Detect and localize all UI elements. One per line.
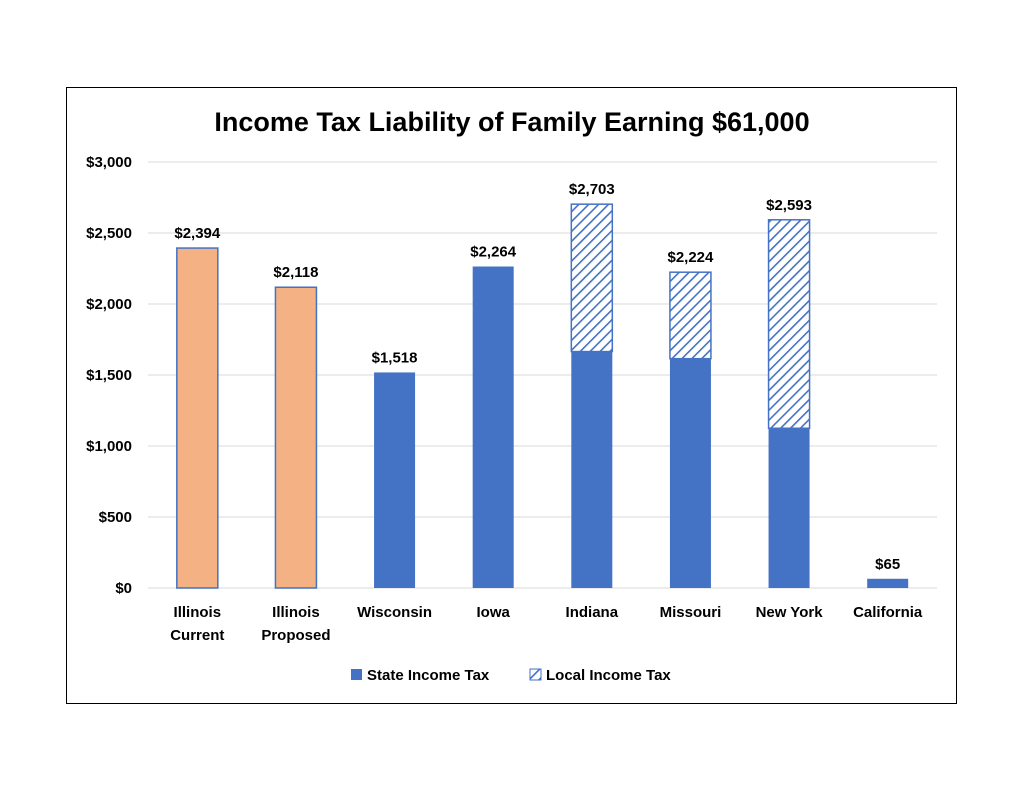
y-axis-ticks: $0 $500 $1,000 $1,500 $2,000 $2,500 $3,000	[86, 154, 132, 597]
bar-local-income-tax	[570, 203, 614, 353]
legend-state-swatch	[351, 669, 362, 680]
x-category-label: Missouri	[660, 604, 722, 621]
bars	[176, 203, 909, 589]
legend: State Income Tax Local Income Tax	[351, 667, 671, 684]
x-axis-categories: Illinois Current Illinois Proposed Wisconsin…	[170, 604, 923, 644]
y-tick-label: $1,500	[86, 367, 132, 384]
y-tick-label: $3,000	[86, 154, 132, 171]
bar-state-income-tax	[867, 578, 909, 588]
y-tick-label: $1,000	[86, 438, 132, 455]
data-label-total: $2,118	[273, 264, 318, 281]
bar-state-income-tax	[472, 266, 514, 588]
x-category-label: Iowa	[477, 604, 511, 621]
x-category-label: California	[853, 604, 923, 621]
x-category-label: Illinois	[272, 604, 320, 621]
data-label-total: $65	[875, 556, 900, 573]
chart-title: Income Tax Liability of Family Earning $…	[214, 107, 809, 137]
data-label-total: $1,518	[372, 349, 418, 366]
y-tick-label: $500	[99, 509, 132, 526]
legend-local-swatch	[529, 668, 542, 681]
data-label-total: $2,264	[470, 244, 517, 261]
data-label-total: $2,394	[174, 225, 221, 242]
x-category-label: Proposed	[261, 627, 330, 644]
data-label-total: $2,224	[667, 249, 714, 266]
bar-local-income-tax	[669, 271, 712, 360]
x-category-label: Indiana	[566, 604, 619, 621]
x-category-label: New York	[756, 604, 824, 621]
x-category-label: Illinois	[174, 604, 222, 621]
bar-state-income-tax	[768, 428, 810, 588]
data-label-total: $2,593	[766, 197, 812, 214]
y-tick-label: $0	[115, 580, 132, 597]
bar-state-income-tax	[176, 247, 219, 589]
bar-state-income-tax	[274, 286, 318, 589]
x-category-label: Wisconsin	[357, 604, 432, 621]
data-labels: $2,394 $2,118 $1,518 $2,264 $2,703 $2,224 $2,5…	[174, 181, 900, 573]
x-category-label: Current	[170, 627, 224, 644]
bar-local-income-tax	[767, 219, 811, 429]
y-tick-label: $2,000	[86, 296, 132, 313]
legend-label: State Income Tax	[367, 667, 490, 684]
data-label-total: $2,703	[569, 181, 615, 198]
bar-state-income-tax	[669, 358, 711, 588]
legend-label: Local Income Tax	[546, 667, 671, 684]
chart-frame	[66, 87, 957, 704]
bar-state-income-tax	[571, 351, 613, 588]
y-tick-label: $2,500	[86, 225, 132, 242]
gridlines	[148, 161, 937, 589]
bar-state-income-tax	[374, 372, 416, 588]
